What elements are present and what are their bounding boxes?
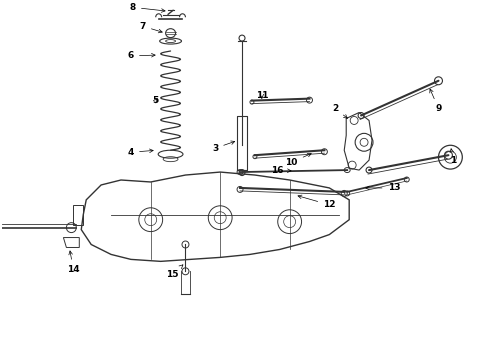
Text: 4: 4 [128,148,153,157]
Text: 5: 5 [152,96,159,105]
Text: 1: 1 [450,149,457,165]
Text: 13: 13 [366,184,400,193]
Text: 9: 9 [430,89,441,113]
Text: 12: 12 [298,195,336,209]
Text: 14: 14 [67,251,80,274]
Text: 6: 6 [128,51,155,60]
Text: 16: 16 [271,166,291,175]
Text: 7: 7 [140,22,162,33]
Text: 3: 3 [212,141,235,153]
Text: 2: 2 [332,104,347,118]
Text: 8: 8 [130,3,165,12]
Text: 15: 15 [166,265,183,279]
Text: 11: 11 [256,91,268,100]
Text: 10: 10 [286,153,311,167]
